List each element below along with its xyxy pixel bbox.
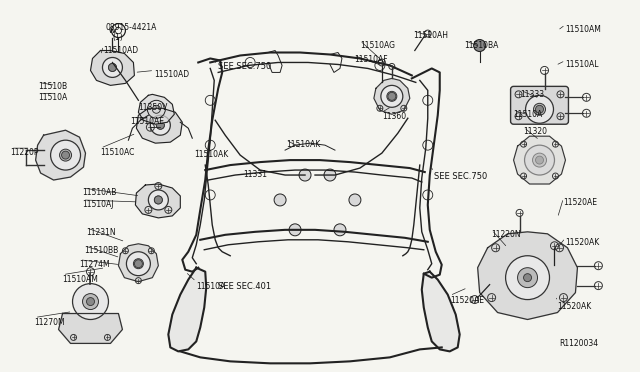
Text: 11510BA: 11510BA bbox=[465, 41, 499, 49]
Text: 11510B: 11510B bbox=[38, 82, 68, 92]
Circle shape bbox=[60, 149, 72, 161]
Polygon shape bbox=[374, 78, 410, 114]
Circle shape bbox=[524, 274, 532, 282]
Text: 11270M: 11270M bbox=[35, 318, 65, 327]
Circle shape bbox=[102, 58, 122, 77]
Circle shape bbox=[154, 196, 163, 204]
Circle shape bbox=[334, 224, 346, 236]
Polygon shape bbox=[118, 244, 158, 282]
Text: R1120034: R1120034 bbox=[559, 339, 598, 349]
Circle shape bbox=[349, 194, 361, 206]
Circle shape bbox=[86, 298, 95, 305]
Text: 11520AE: 11520AE bbox=[563, 198, 598, 207]
Text: (1): (1) bbox=[113, 33, 124, 42]
Circle shape bbox=[127, 252, 150, 276]
Text: 11333: 11333 bbox=[520, 90, 545, 99]
Polygon shape bbox=[422, 272, 460, 352]
Circle shape bbox=[525, 95, 554, 123]
Circle shape bbox=[150, 115, 170, 135]
Circle shape bbox=[518, 268, 538, 288]
Text: 11510AG: 11510AG bbox=[360, 41, 395, 49]
Text: 11510AK: 11510AK bbox=[286, 140, 321, 149]
Text: 11360: 11360 bbox=[382, 112, 406, 121]
Circle shape bbox=[536, 156, 543, 164]
Polygon shape bbox=[136, 184, 180, 218]
Text: SEE SEC.750: SEE SEC.750 bbox=[218, 62, 271, 71]
Polygon shape bbox=[136, 108, 182, 143]
Text: 11510A: 11510A bbox=[196, 282, 225, 291]
Text: SEE SEC.401: SEE SEC.401 bbox=[218, 282, 271, 291]
Text: 11510A: 11510A bbox=[38, 93, 68, 102]
Polygon shape bbox=[90, 51, 134, 86]
Text: 11510AF: 11510AF bbox=[354, 55, 388, 64]
Polygon shape bbox=[138, 94, 174, 124]
Text: 11510AE: 11510AE bbox=[131, 117, 164, 126]
Circle shape bbox=[506, 256, 550, 299]
Text: 11510BB: 11510BB bbox=[84, 246, 119, 255]
Text: 11510AJ: 11510AJ bbox=[83, 200, 114, 209]
Text: 11231N: 11231N bbox=[86, 228, 116, 237]
FancyBboxPatch shape bbox=[511, 86, 568, 124]
Circle shape bbox=[381, 86, 403, 107]
Circle shape bbox=[156, 121, 164, 129]
Text: W: W bbox=[108, 29, 115, 34]
Text: 11520AK: 11520AK bbox=[557, 302, 592, 311]
Text: 11510AH: 11510AH bbox=[413, 31, 448, 39]
Circle shape bbox=[299, 169, 311, 181]
Polygon shape bbox=[513, 136, 566, 184]
Text: 11510AB: 11510AB bbox=[83, 188, 117, 197]
Polygon shape bbox=[168, 268, 206, 352]
Text: 11510AL: 11510AL bbox=[566, 61, 599, 70]
Circle shape bbox=[474, 39, 486, 51]
Circle shape bbox=[134, 260, 142, 268]
Text: 11510AK: 11510AK bbox=[195, 150, 228, 159]
Circle shape bbox=[388, 92, 396, 100]
Circle shape bbox=[51, 140, 81, 170]
Circle shape bbox=[534, 103, 545, 115]
Circle shape bbox=[83, 294, 99, 310]
Text: 11510AM: 11510AM bbox=[63, 275, 99, 284]
Text: 11510AD: 11510AD bbox=[154, 70, 189, 80]
Text: 11510A: 11510A bbox=[513, 110, 543, 119]
Text: 11274M: 11274M bbox=[79, 260, 110, 269]
Text: 11520AK: 11520AK bbox=[566, 238, 600, 247]
Circle shape bbox=[61, 151, 70, 159]
Circle shape bbox=[148, 190, 168, 210]
Text: 08915-4421A: 08915-4421A bbox=[106, 23, 157, 32]
Circle shape bbox=[387, 92, 397, 101]
Text: 11320: 11320 bbox=[524, 127, 548, 136]
Circle shape bbox=[289, 224, 301, 236]
Circle shape bbox=[536, 105, 543, 113]
Circle shape bbox=[525, 145, 554, 175]
Polygon shape bbox=[36, 130, 86, 180]
Text: 11520AE: 11520AE bbox=[450, 296, 484, 305]
Text: SEE SEC.750: SEE SEC.750 bbox=[434, 172, 487, 181]
Polygon shape bbox=[477, 232, 577, 320]
Circle shape bbox=[108, 64, 116, 71]
Circle shape bbox=[72, 283, 108, 320]
Text: 11510AD: 11510AD bbox=[104, 45, 139, 55]
Text: 11220N: 11220N bbox=[492, 230, 521, 239]
Text: 11510AC: 11510AC bbox=[100, 148, 135, 157]
Circle shape bbox=[108, 64, 116, 71]
Circle shape bbox=[274, 194, 286, 206]
Text: 11331: 11331 bbox=[243, 170, 267, 179]
Text: 11350V: 11350V bbox=[138, 103, 168, 112]
Polygon shape bbox=[59, 314, 122, 343]
Circle shape bbox=[133, 259, 143, 269]
Circle shape bbox=[532, 153, 547, 167]
Circle shape bbox=[324, 169, 336, 181]
Text: 11220P: 11220P bbox=[11, 148, 39, 157]
Circle shape bbox=[156, 121, 164, 129]
Text: 11510AM: 11510AM bbox=[566, 25, 602, 33]
Circle shape bbox=[154, 196, 163, 204]
